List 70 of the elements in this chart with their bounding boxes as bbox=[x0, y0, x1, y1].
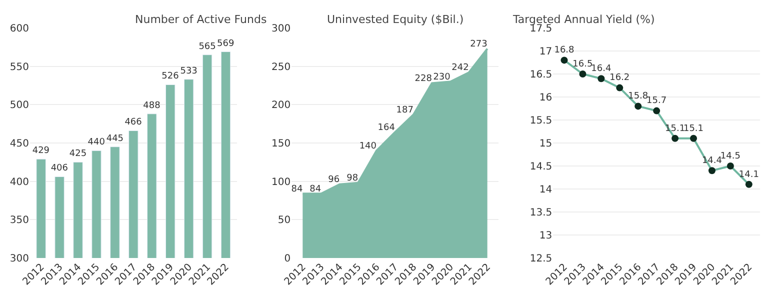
y-tick-label: 0 bbox=[284, 254, 291, 264]
data-label: 84 bbox=[310, 184, 322, 194]
y-tick-label: 14.5 bbox=[530, 162, 552, 172]
y-tick-label: 250 bbox=[271, 62, 291, 73]
y-tick-label: 300 bbox=[271, 24, 291, 34]
chart-title: Uninvested Equity ($Bil.) bbox=[327, 13, 464, 26]
y-tick-label: 17 bbox=[539, 46, 552, 58]
y-tick-label: 13 bbox=[539, 230, 552, 242]
point bbox=[616, 84, 624, 92]
y-tick-label: 100 bbox=[271, 176, 291, 188]
y-tick-label: 200 bbox=[271, 100, 291, 112]
y-tick-label: 50 bbox=[278, 215, 291, 226]
point bbox=[690, 134, 698, 142]
y-tick-label: 15.5 bbox=[530, 116, 552, 126]
y-tick-label: 500 bbox=[10, 100, 29, 112]
data-label: 16.5 bbox=[572, 59, 593, 70]
data-label: 526 bbox=[162, 72, 180, 82]
chart-title: Number of Active Funds bbox=[135, 13, 267, 26]
data-label: 488 bbox=[143, 100, 161, 111]
point bbox=[634, 102, 642, 110]
data-label: 533 bbox=[180, 66, 198, 76]
y-tick-label: 150 bbox=[271, 138, 291, 150]
point bbox=[579, 70, 586, 78]
point bbox=[726, 162, 734, 170]
data-label: 440 bbox=[88, 138, 106, 148]
data-label: 140 bbox=[359, 141, 377, 152]
data-label: 445 bbox=[106, 134, 124, 144]
data-label: 569 bbox=[217, 38, 234, 49]
y-tick-label: 550 bbox=[10, 62, 29, 73]
data-label: 242 bbox=[452, 63, 469, 74]
data-label: 98 bbox=[346, 174, 358, 184]
data-label: 230 bbox=[433, 72, 451, 82]
data-label: 228 bbox=[414, 74, 432, 84]
point bbox=[745, 180, 752, 188]
data-label: 15.7 bbox=[646, 96, 667, 106]
data-label: 16.4 bbox=[591, 64, 612, 74]
chart-title: Targeted Annual Yield (%) bbox=[512, 13, 655, 26]
data-label: 164 bbox=[378, 123, 396, 134]
data-label: 425 bbox=[69, 149, 87, 160]
point bbox=[598, 75, 605, 82]
data-label: 15.1 bbox=[683, 124, 704, 134]
data-label: 466 bbox=[124, 118, 142, 128]
data-label: 187 bbox=[396, 105, 414, 116]
y-tick-label: 400 bbox=[10, 176, 29, 188]
point bbox=[653, 107, 660, 114]
data-label: 429 bbox=[32, 146, 50, 156]
data-label: 14.1 bbox=[738, 170, 759, 180]
data-label: 84 bbox=[291, 184, 303, 194]
y-tick-label: 300 bbox=[10, 254, 29, 264]
y-tick-label: 350 bbox=[10, 215, 29, 226]
data-label: 406 bbox=[50, 164, 68, 174]
y-tick-label: 600 bbox=[10, 24, 29, 34]
data-label: 15.8 bbox=[628, 92, 648, 102]
point bbox=[560, 56, 568, 64]
data-label: 273 bbox=[470, 39, 488, 50]
data-label: 96 bbox=[328, 175, 340, 186]
y-tick-label: 13.5 bbox=[530, 208, 552, 218]
point bbox=[672, 134, 679, 142]
data-label: 16.2 bbox=[610, 73, 630, 84]
y-tick-label: 16 bbox=[539, 92, 552, 104]
y-tick-label: 14 bbox=[539, 184, 552, 196]
y-tick-label: 12.5 bbox=[530, 254, 552, 264]
y-tick-label: 17.5 bbox=[530, 24, 552, 34]
point bbox=[708, 167, 716, 174]
y-tick-label: 16.5 bbox=[530, 70, 552, 80]
data-label: 565 bbox=[198, 42, 216, 52]
y-tick-label: 450 bbox=[10, 138, 29, 150]
y-tick-label: 15 bbox=[539, 138, 552, 150]
data-label: 16.8 bbox=[554, 46, 575, 56]
data-label: 14.5 bbox=[720, 151, 740, 162]
